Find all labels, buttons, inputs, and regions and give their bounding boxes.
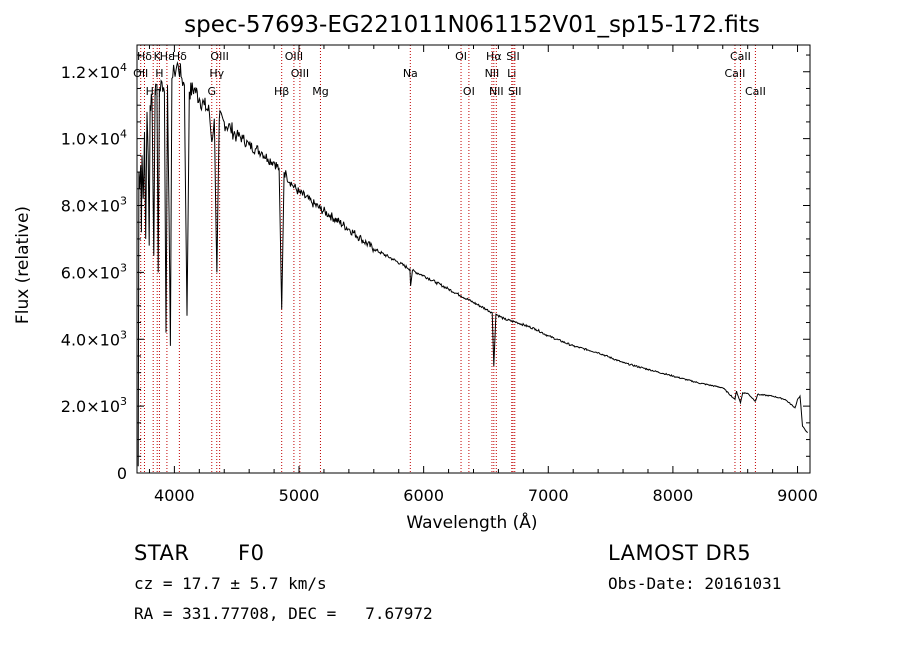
line-marker-label: Mg bbox=[312, 85, 328, 98]
obs-date-label: Obs-Date: 20161031 bbox=[608, 574, 782, 593]
y-tick-mantissa: 6.0×10 bbox=[61, 263, 120, 282]
line-marker-label: CaII bbox=[730, 50, 751, 63]
line-marker-label: K bbox=[154, 50, 162, 63]
survey-label: LAMOST DR5 bbox=[608, 541, 752, 565]
y-tick-exponent: 3 bbox=[120, 328, 127, 341]
x-tick-label: 5000 bbox=[279, 486, 320, 505]
line-marker-label: OIII bbox=[210, 50, 228, 63]
y-tick-exponent: 4 bbox=[120, 61, 127, 74]
y-tick-label: 1.2×104 bbox=[61, 61, 127, 82]
y-axis-label: Flux (relative) bbox=[13, 206, 33, 324]
plot-frame bbox=[136, 44, 811, 474]
line-marker-label: Hδ bbox=[172, 50, 187, 63]
line-marker-label: Hβ bbox=[274, 85, 289, 98]
line-marker-label: NII bbox=[489, 85, 504, 98]
x-tick-label: 6000 bbox=[403, 486, 444, 505]
y-tick-label: 6.0×103 bbox=[61, 261, 127, 282]
line-marker-label: Hγ bbox=[209, 67, 224, 80]
y-tick-exponent: 3 bbox=[120, 395, 127, 408]
x-tick-label: 4000 bbox=[154, 486, 195, 505]
class-label: STAR bbox=[134, 541, 190, 565]
spectrum-line bbox=[137, 60, 808, 467]
y-tick-label: 2.0×103 bbox=[61, 395, 127, 416]
y-tick-label: 4.0×103 bbox=[61, 328, 127, 349]
line-marker-label: CaII bbox=[745, 85, 766, 98]
y-tick-label: 1.0×104 bbox=[61, 128, 127, 149]
y-tick-mantissa: 2.0×10 bbox=[61, 397, 120, 416]
line-marker-label: OII bbox=[133, 67, 148, 80]
y-tick-mantissa: 0 bbox=[117, 464, 127, 483]
coordinates-label: RA = 331.77708, DEC = 7.67972 bbox=[134, 604, 433, 623]
line-marker-label: Hε bbox=[160, 50, 174, 63]
line-marker-label: Hα bbox=[486, 50, 502, 63]
y-tick-mantissa: 1.0×10 bbox=[61, 130, 120, 149]
subclass-label: F0 bbox=[238, 541, 265, 565]
y-tick-exponent: 3 bbox=[120, 261, 127, 274]
line-marker-label: OI bbox=[455, 50, 467, 63]
line-marker-label: SII bbox=[508, 85, 521, 98]
y-tick-mantissa: 8.0×10 bbox=[61, 197, 120, 216]
line-marker-label: SII bbox=[506, 50, 519, 63]
line-marker-label: H bbox=[155, 67, 163, 80]
axis-ticks: 4000 5000 6000 7000 8000 900002.0×1034.0×1036… bbox=[61, 45, 818, 505]
y-tick-exponent: 4 bbox=[120, 128, 127, 141]
x-tick-label: 9000 bbox=[777, 486, 818, 505]
y-tick-mantissa: 4.0×10 bbox=[61, 330, 120, 349]
y-tick-label: 0 bbox=[117, 464, 127, 483]
y-tick-mantissa: 1.2×10 bbox=[61, 63, 120, 82]
line-marker-label: Hδ bbox=[137, 50, 152, 63]
y-tick-label: 8.0×103 bbox=[61, 195, 127, 216]
line-marker-label: Hη bbox=[146, 85, 161, 98]
x-tick-label: 7000 bbox=[528, 486, 569, 505]
line-marker-label: OIII bbox=[285, 50, 303, 63]
redshift-label: cz = 17.7 ± 5.7 km/s bbox=[134, 574, 327, 593]
line-marker-label: Na bbox=[403, 67, 418, 80]
y-tick-exponent: 3 bbox=[120, 195, 127, 208]
line-marker-label: NII bbox=[485, 67, 500, 80]
chart-title: spec-57693-EG221011N061152V01_sp15-172.f… bbox=[184, 12, 760, 38]
line-marker-label: G bbox=[208, 85, 217, 98]
line-marker-label: CaII bbox=[725, 67, 746, 80]
line-marker-label: Li bbox=[507, 67, 516, 80]
line-marker-label: OIII bbox=[291, 67, 309, 80]
line-marker-label: OI bbox=[463, 85, 475, 98]
x-axis-label: Wavelength (Å) bbox=[406, 511, 537, 533]
x-tick-label: 8000 bbox=[653, 486, 694, 505]
